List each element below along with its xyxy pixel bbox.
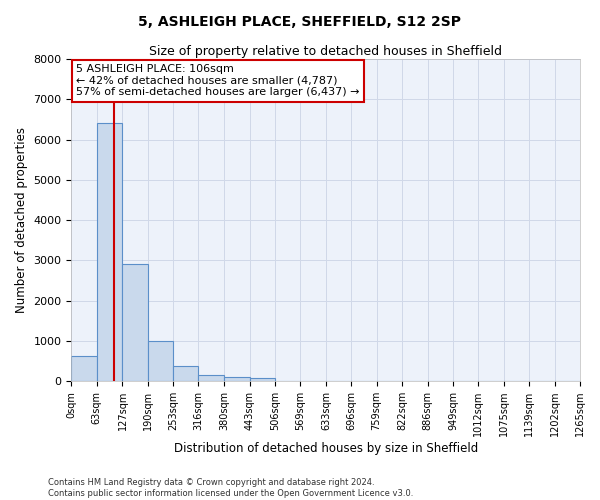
Bar [71,356,97,381]
Text: Contains HM Land Registry data © Crown copyright and database right 2024.
Contai: Contains HM Land Registry data © Crown c… [48,478,413,498]
Bar [199,374,224,381]
Text: 5, ASHLEIGH PLACE, SHEFFIELD, S12 2SP: 5, ASHLEIGH PLACE, SHEFFIELD, S12 2SP [139,15,461,29]
Bar [250,378,275,381]
Bar [224,377,250,381]
Title: Size of property relative to detached houses in Sheffield: Size of property relative to detached ho… [149,45,502,58]
X-axis label: Distribution of detached houses by size in Sheffield: Distribution of detached houses by size … [173,442,478,455]
Bar [97,123,122,381]
Bar [122,264,148,381]
Text: 5 ASHLEIGH PLACE: 106sqm
← 42% of detached houses are smaller (4,787)
57% of sem: 5 ASHLEIGH PLACE: 106sqm ← 42% of detach… [76,64,360,97]
Y-axis label: Number of detached properties: Number of detached properties [15,127,28,313]
Bar [173,366,199,381]
Bar [148,341,173,381]
